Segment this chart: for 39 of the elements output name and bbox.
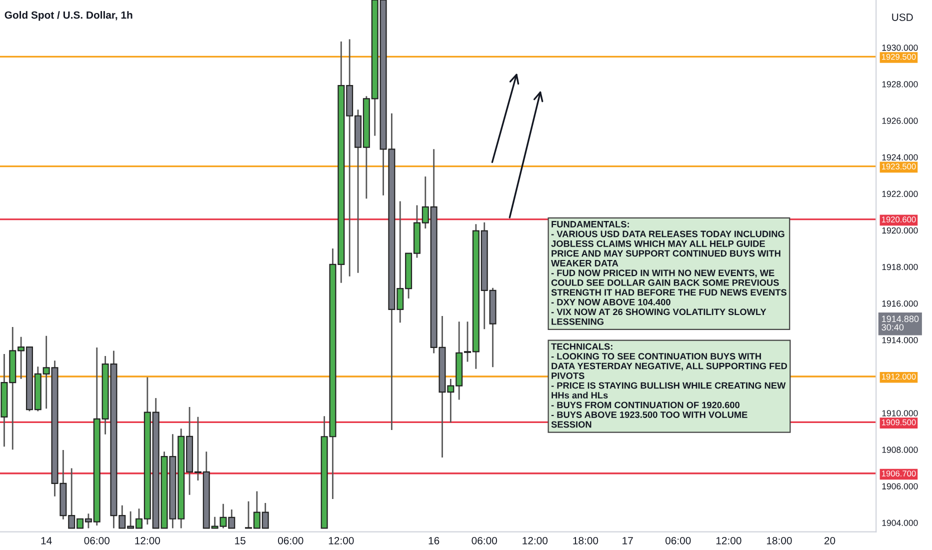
x-tick-label: 18:00 xyxy=(766,536,792,544)
x-tick-label: 17 xyxy=(622,537,633,544)
y-tick-label: 1924.000 xyxy=(882,154,918,160)
x-tick-label: 06:00 xyxy=(84,536,110,544)
x-tick-label: 12:00 xyxy=(135,536,160,544)
ref-line-label: 1929.500 xyxy=(882,54,916,60)
x-tick-label: 06:00 xyxy=(278,536,304,544)
y-tick-label: 1914.000 xyxy=(882,337,918,344)
y-tick-label: 1910.000 xyxy=(882,410,918,416)
y-tick-label: 1920.000 xyxy=(882,227,918,234)
x-tick-label: 12:00 xyxy=(522,536,548,544)
x-tick-label: 06:00 xyxy=(472,536,497,544)
y-axis-title: USD xyxy=(892,14,913,21)
x-tick-label: 20 xyxy=(824,536,836,544)
y-tick-label: 1918.000 xyxy=(882,264,918,270)
ref-line-label: 1923.500 xyxy=(882,164,916,170)
text: FUNDAMENTALS: - VARIOUS USD DATA RELEASES TODAY INCLUDING JOBLESS CLAIMS WHICH MAY ALL HELP GUIDE PRICE AND MAY SUPPORT CONTINUED BUYS WITH WEAKER DATA - FUD NOW PRICED IN WITH NO NEW EVENTS, WE COULD SEE DOLLAR GAIN BACK SOME PREVIOUS STRENGTH IT HAD BEFORE THE FUD NEWS EVENTS - DXY NOW ABOVE 104.400 - VIX NOW AT 26 SHOWING VOLATILITY SLOWLY LESSENING xyxy=(551,220,786,325)
text: Gold Spot / U.S. Dollar, 1h xyxy=(4,11,132,21)
text: 1914.880 30:40 xyxy=(882,316,919,330)
ref-line-label: 1912.000 xyxy=(882,374,916,380)
y-tick-label: 1926.000 xyxy=(882,118,918,124)
x-tick-label: 16 xyxy=(428,536,440,544)
y-tick-label: 1908.000 xyxy=(882,446,918,453)
y-tick-label: 1916.000 xyxy=(882,300,918,307)
y-tick-label: 1930.000 xyxy=(882,44,918,51)
ref-line-label: 1906.700 xyxy=(882,470,916,476)
x-tick-label: 12:00 xyxy=(716,536,742,544)
x-tick-label: 18:00 xyxy=(573,536,598,544)
y-tick-label: 1928.000 xyxy=(882,81,918,88)
x-tick-label: 14 xyxy=(41,537,52,544)
y-tick-label: 1922.000 xyxy=(882,190,918,197)
x-tick-label: 15 xyxy=(235,537,246,544)
x-tick-label: 06:00 xyxy=(665,536,691,544)
ref-line-label: 1909.500 xyxy=(882,419,916,426)
y-tick-label: 1906.000 xyxy=(882,483,918,490)
text: TECHNICALS: - LOOKING TO SEE CONTINUATION BUYS WITH DATA YESTERDAY NEGATIVE, ALL SUPPORTING FED PIVOTS - PRICE IS STAYING BULLISH WHILE CREATING NEW HHs and HLs - BUYS FROM CONTINUATION OF 1920.600 - BUYS ABOVE 1923.500 TOO WITH VOLUME SESSION xyxy=(551,343,788,428)
y-tick-label: 1904.000 xyxy=(882,520,918,526)
ref-line-label: 1920.600 xyxy=(882,216,916,222)
x-tick-label: 12:00 xyxy=(328,536,354,544)
